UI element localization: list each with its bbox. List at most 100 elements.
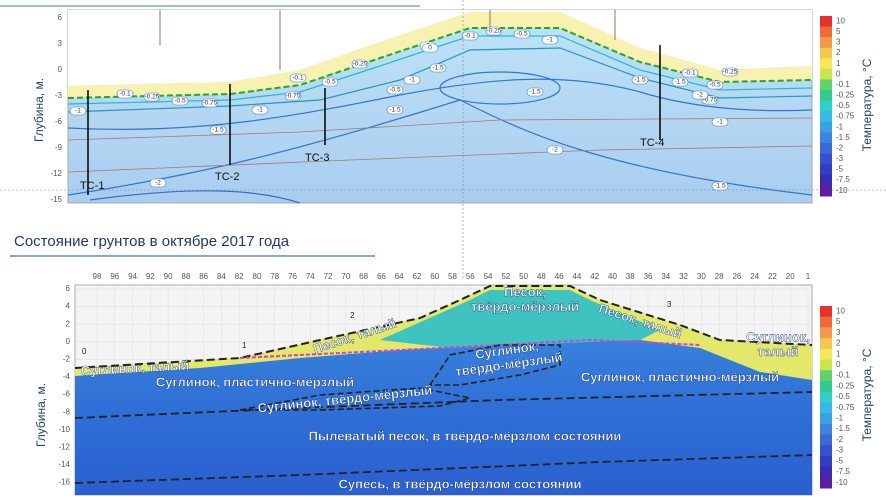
borehole-label: ТС-3 [305,152,329,164]
colorbar-tick-label: 0 [836,360,841,369]
x-tick-label: 70 [341,272,350,281]
y-tick-label: -8 [63,407,71,416]
colorbar-tick-label: -2 [836,143,844,152]
x-tick-label: 42 [590,272,599,281]
colorbar-tick-label: -1 [836,122,844,131]
contour-label-box [321,77,339,87]
colorbar-swatch [820,58,832,70]
colorbar-tick-label: -2 [836,435,844,444]
colorbar-swatch [820,370,832,382]
y-tick-label: -3 [55,91,63,100]
contour-label: -0.25 [487,28,502,35]
y-tick-label: 6 [66,284,71,293]
colorbar-swatch [820,466,832,478]
marker: 3 [667,300,672,309]
contour-label-box [546,145,564,155]
x-tick-label: 1 [806,272,811,281]
x-tick-label: 38 [626,272,635,281]
contour-label-box [721,67,739,77]
colorbar-tick-label: 0 [836,69,841,78]
colorbar-tick-label: -7.5 [836,175,850,184]
colorbar-tick-label: -1.5 [836,133,850,142]
borehole-label: ТС-2 [215,171,239,183]
contour-label: -0.25 [353,61,368,68]
colorbar-tick-label: -0.75 [836,403,855,412]
y-tick-label: 4 [66,302,71,311]
contour-label-box [149,178,167,188]
section-heading: Состояние грунтов в октябре 2017 года [14,233,290,250]
top-plot: -0.1-0.25-0.5-0.75-1-1.5-20-0.1-0.25-0.5… [67,9,813,204]
colorbar-swatch [820,413,832,425]
contour-label: -1 [257,107,263,114]
y-axis-title: Глубина, м. [32,78,46,142]
colorbar-tick-label: -5 [836,165,844,174]
x-tick-label: 24 [750,272,759,281]
x-tick-label: 88 [181,272,190,281]
colorbar-tick-label: -5 [836,456,844,465]
contour-label-box [485,26,503,36]
colorbar-tick-label: 3 [836,38,841,47]
contour-label-box [171,96,189,106]
x-tick-label: 66 [377,272,386,281]
colorbar-swatch [820,359,832,371]
colorbar-swatch [820,68,832,81]
x-tick-label: 86 [199,272,208,281]
contour-label: -0.25 [145,94,160,101]
x-tick-label: 44 [572,272,581,281]
x-tick-label: 28 [715,272,724,281]
borehole-label: ТС-1 [80,180,104,192]
y-axis-title: Глубина, м. [34,383,48,447]
colorbar-tick-label: 10 [836,16,845,25]
colorbar-swatch [820,143,832,155]
colorbar-tick-label: -3 [836,154,844,163]
contour-label: -2 [697,92,703,99]
contour-label: -0.5 [709,82,721,89]
x-tick-label: 46 [555,272,564,281]
x-tick-label: 30 [697,272,706,281]
colorbar-tick-label: -0.1 [836,371,850,380]
colorbar-swatch [820,132,832,144]
contour-label-box [209,125,227,135]
colorbar-title: Температура, °C [860,348,874,441]
x-tick-label: 32 [679,272,688,281]
x-tick-label: 54 [484,272,493,281]
contour-label-box [289,73,307,83]
colorbar-swatch [820,153,832,165]
contour-label: -1 [717,119,723,126]
contour-label: -0.5 [174,98,186,105]
y-tick-label: 0 [58,65,63,74]
colorbar-tick-label: -3 [836,446,844,455]
y-tick-label: 6 [58,13,63,22]
x-tick-label: 94 [128,272,137,281]
contour-label-box [429,63,447,73]
contour-label-box [671,77,689,87]
y-tick-label: -10 [58,425,70,434]
contour-label: 0 [428,45,432,52]
colorbar-swatch [820,327,832,339]
colorbar-tick-label: 2 [836,48,841,57]
contour-label-box [421,43,439,53]
x-tick-label: 48 [537,272,546,281]
soil-label: Суглинок, пластично-мёрзлый [156,374,354,389]
colorbar-tick-label: -1 [836,414,844,423]
x-tick-label: 20 [786,272,795,281]
contour-label: -1 [75,108,81,115]
colorbar-tick-label: -0.5 [836,101,850,110]
x-tick-label: 26 [732,272,741,281]
y-tick-label: -9 [55,143,63,152]
y-tick-label: -15 [50,195,62,204]
x-tick-label: 52 [501,272,510,281]
y-tick-label: 0 [66,337,71,346]
colorbar-swatch [820,47,832,59]
y-tick-label: -14 [58,460,70,469]
y-tick-label: -16 [58,478,70,487]
contour-label: -1.5 [432,65,444,72]
contour-label: -1.5 [714,183,726,190]
contour-label: -0.5 [324,79,336,86]
contour-label: -0.75 [203,100,218,107]
colorbar-swatch [820,434,832,446]
soil-label: Суглинок, талый [746,330,810,359]
contour-label-box [284,91,302,101]
contour-label: -1.5 [212,127,224,134]
contour-label-box [706,80,724,90]
